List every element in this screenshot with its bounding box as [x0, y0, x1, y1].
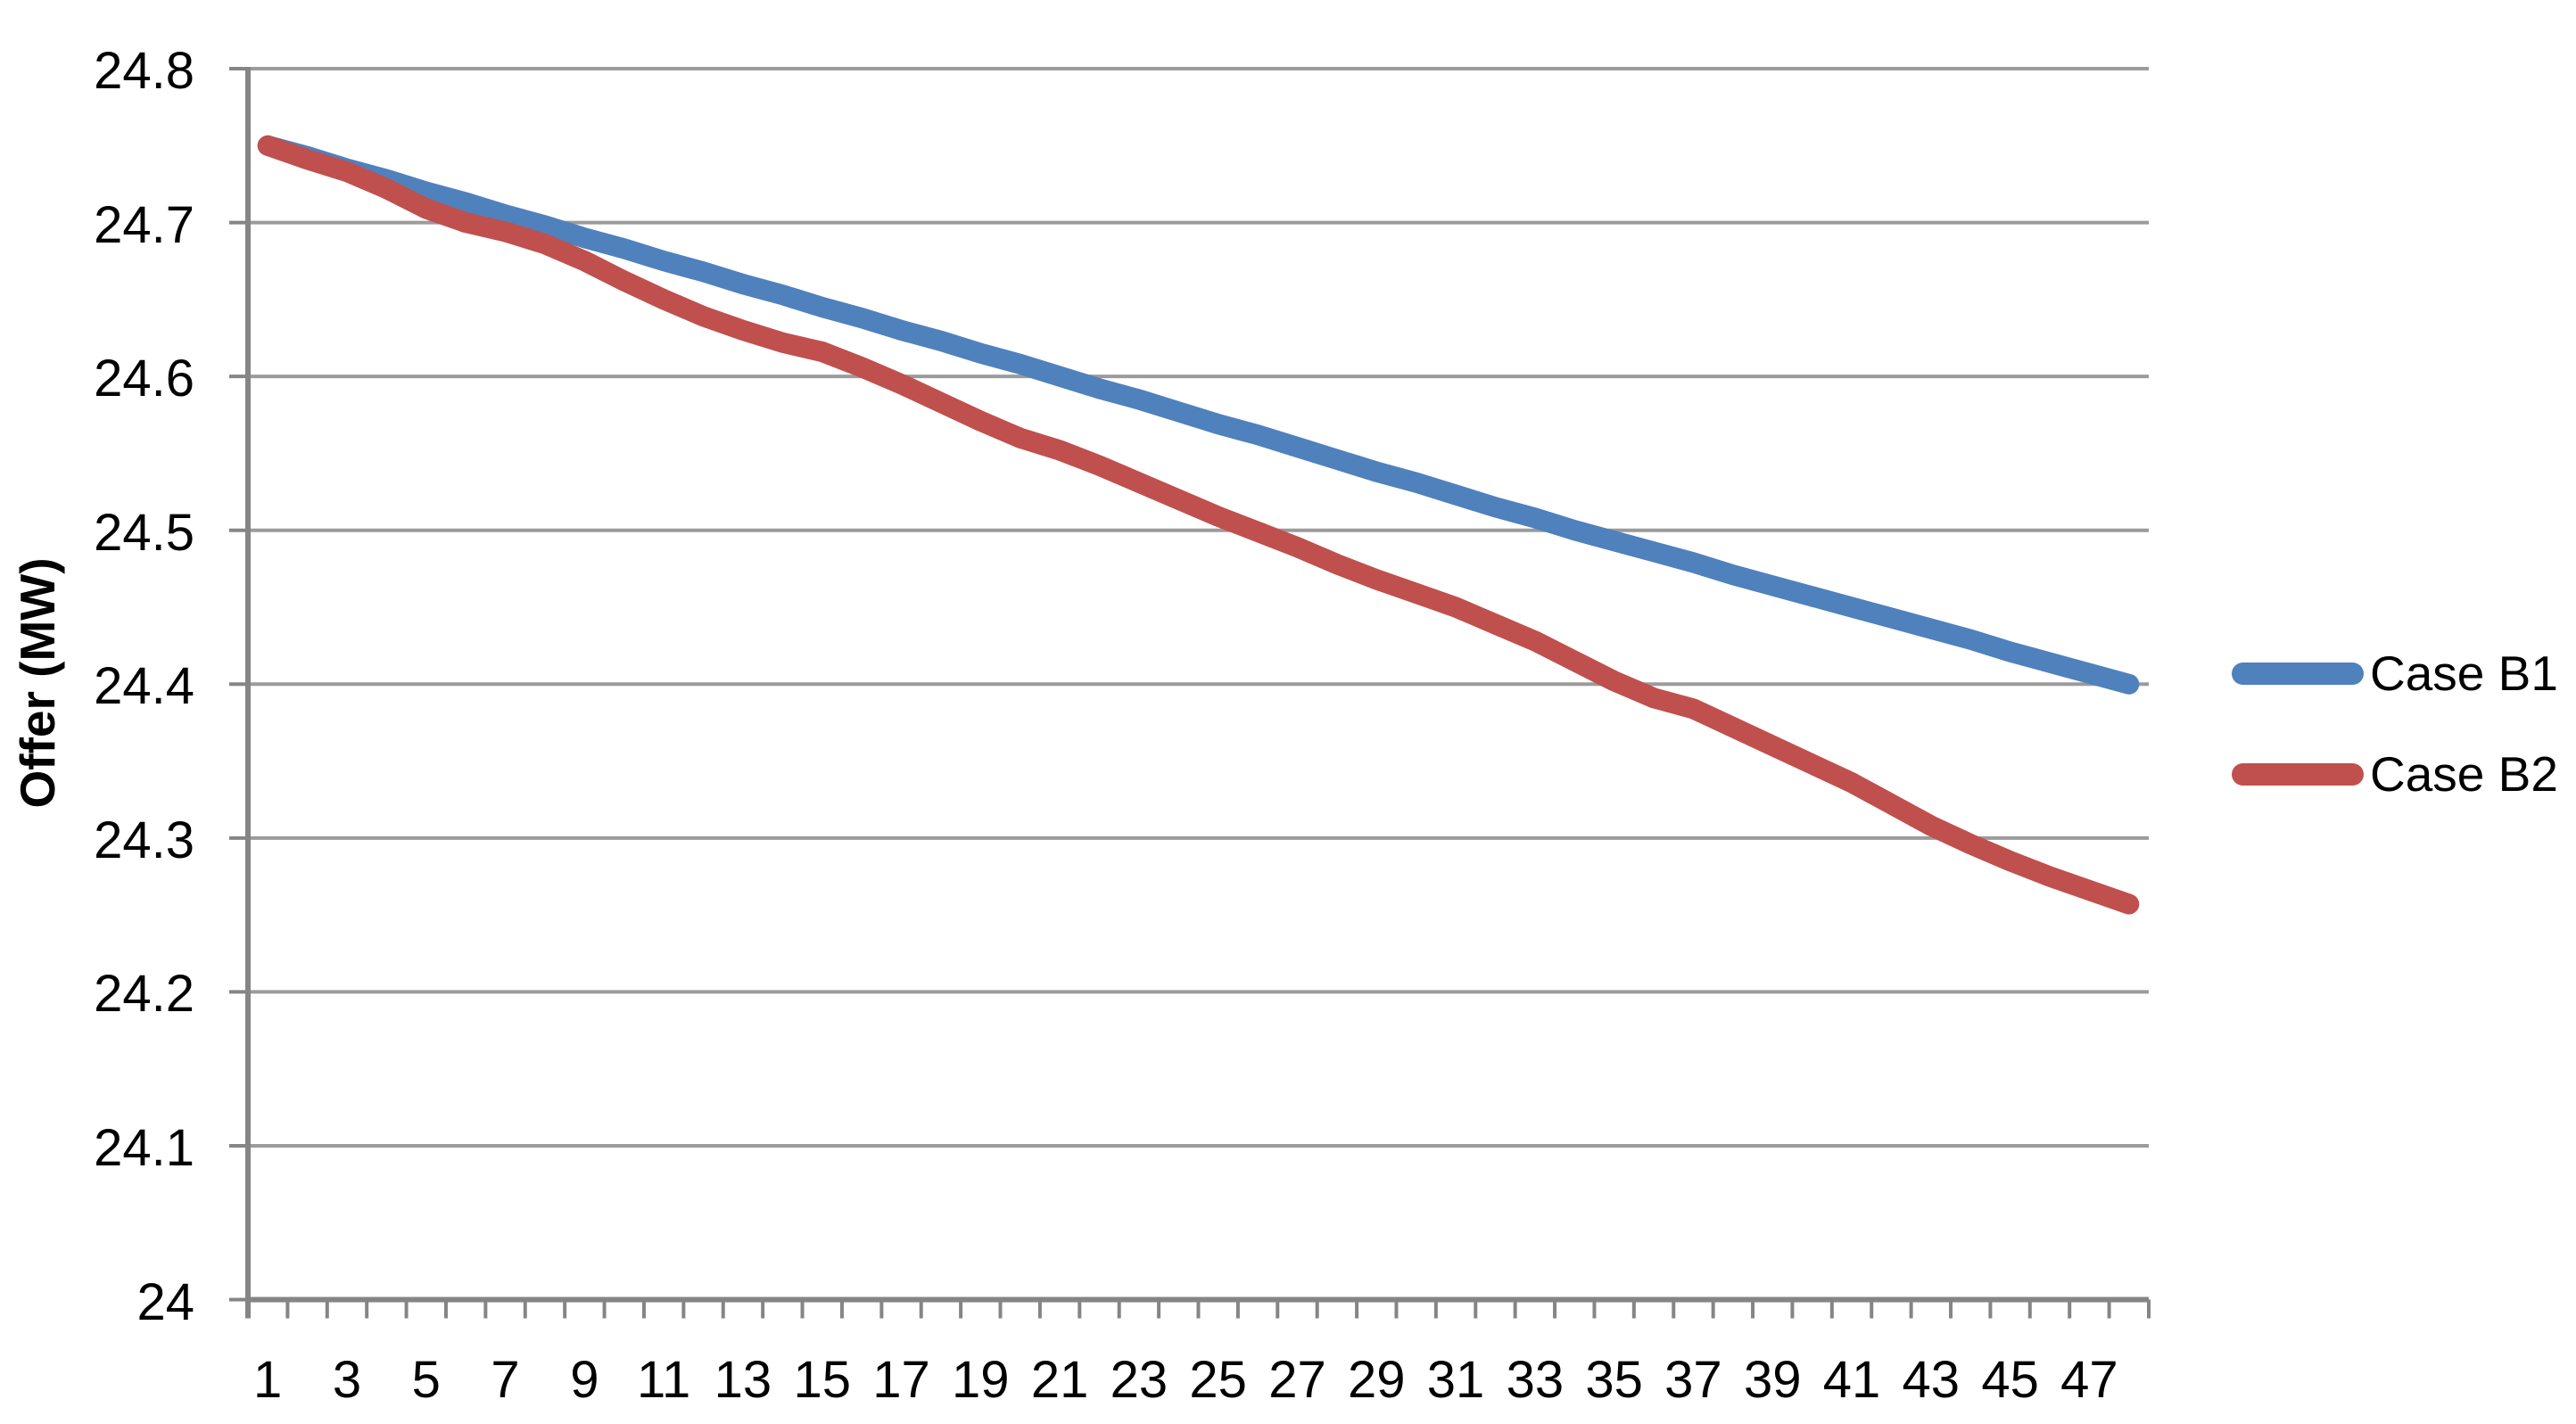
x-tick-label: 1 — [253, 1351, 283, 1409]
y-tick-label: 24.6 — [94, 350, 194, 408]
x-tick-label: 31 — [1426, 1351, 1485, 1409]
x-tick-label: 7 — [491, 1351, 520, 1409]
x-tick-label: 47 — [2060, 1351, 2118, 1409]
x-tick-label: 9 — [570, 1351, 599, 1409]
x-tick-label: 29 — [1348, 1351, 1406, 1409]
x-tick-label: 13 — [714, 1351, 772, 1409]
x-tick-label: 19 — [952, 1351, 1010, 1409]
x-tick-label: 3 — [332, 1351, 362, 1409]
x-tick-label: 17 — [872, 1351, 930, 1409]
y-tick-label: 24.3 — [94, 811, 194, 869]
x-tick-label: 43 — [1902, 1351, 1961, 1409]
x-tick-label: 5 — [411, 1351, 441, 1409]
x-tick-label: 27 — [1268, 1351, 1326, 1409]
legend-swatch-case-b2-icon — [2232, 763, 2364, 786]
y-tick-label: 24.4 — [94, 657, 194, 716]
x-tick-label: 35 — [1585, 1351, 1643, 1409]
legend-label-case-b1: Case B1 — [2370, 646, 2558, 701]
series-line-case-b2[interactable] — [257, 135, 2140, 915]
x-tick-label: 41 — [1822, 1351, 1881, 1409]
x-tick-label: 39 — [1743, 1351, 1802, 1409]
x-tick-label: 25 — [1189, 1351, 1247, 1409]
x-tick-label: 37 — [1664, 1351, 1722, 1409]
x-tick-label: 23 — [1110, 1351, 1168, 1409]
x-tick-label: 11 — [637, 1351, 691, 1409]
y-tick-label: 24.2 — [94, 965, 194, 1024]
legend-swatch-case-b1-icon — [2232, 663, 2364, 685]
y-tick-label: 24.1 — [94, 1118, 194, 1177]
legend-label-case-b2: Case B2 — [2370, 746, 2558, 802]
y-axis-title: Offer (MW) — [10, 557, 65, 809]
y-tick-label: 24.5 — [94, 503, 194, 562]
x-tick-label: 15 — [793, 1351, 851, 1409]
y-tick-label: 24.8 — [94, 42, 194, 100]
y-tick-label: 24.7 — [94, 195, 194, 254]
x-tick-label: 45 — [1981, 1351, 2039, 1409]
x-tick-label: 21 — [1030, 1351, 1089, 1409]
x-tick-label: 33 — [1506, 1351, 1565, 1409]
y-tick-label: 24 — [136, 1272, 194, 1331]
series-line-case-b1[interactable] — [257, 135, 2140, 695]
